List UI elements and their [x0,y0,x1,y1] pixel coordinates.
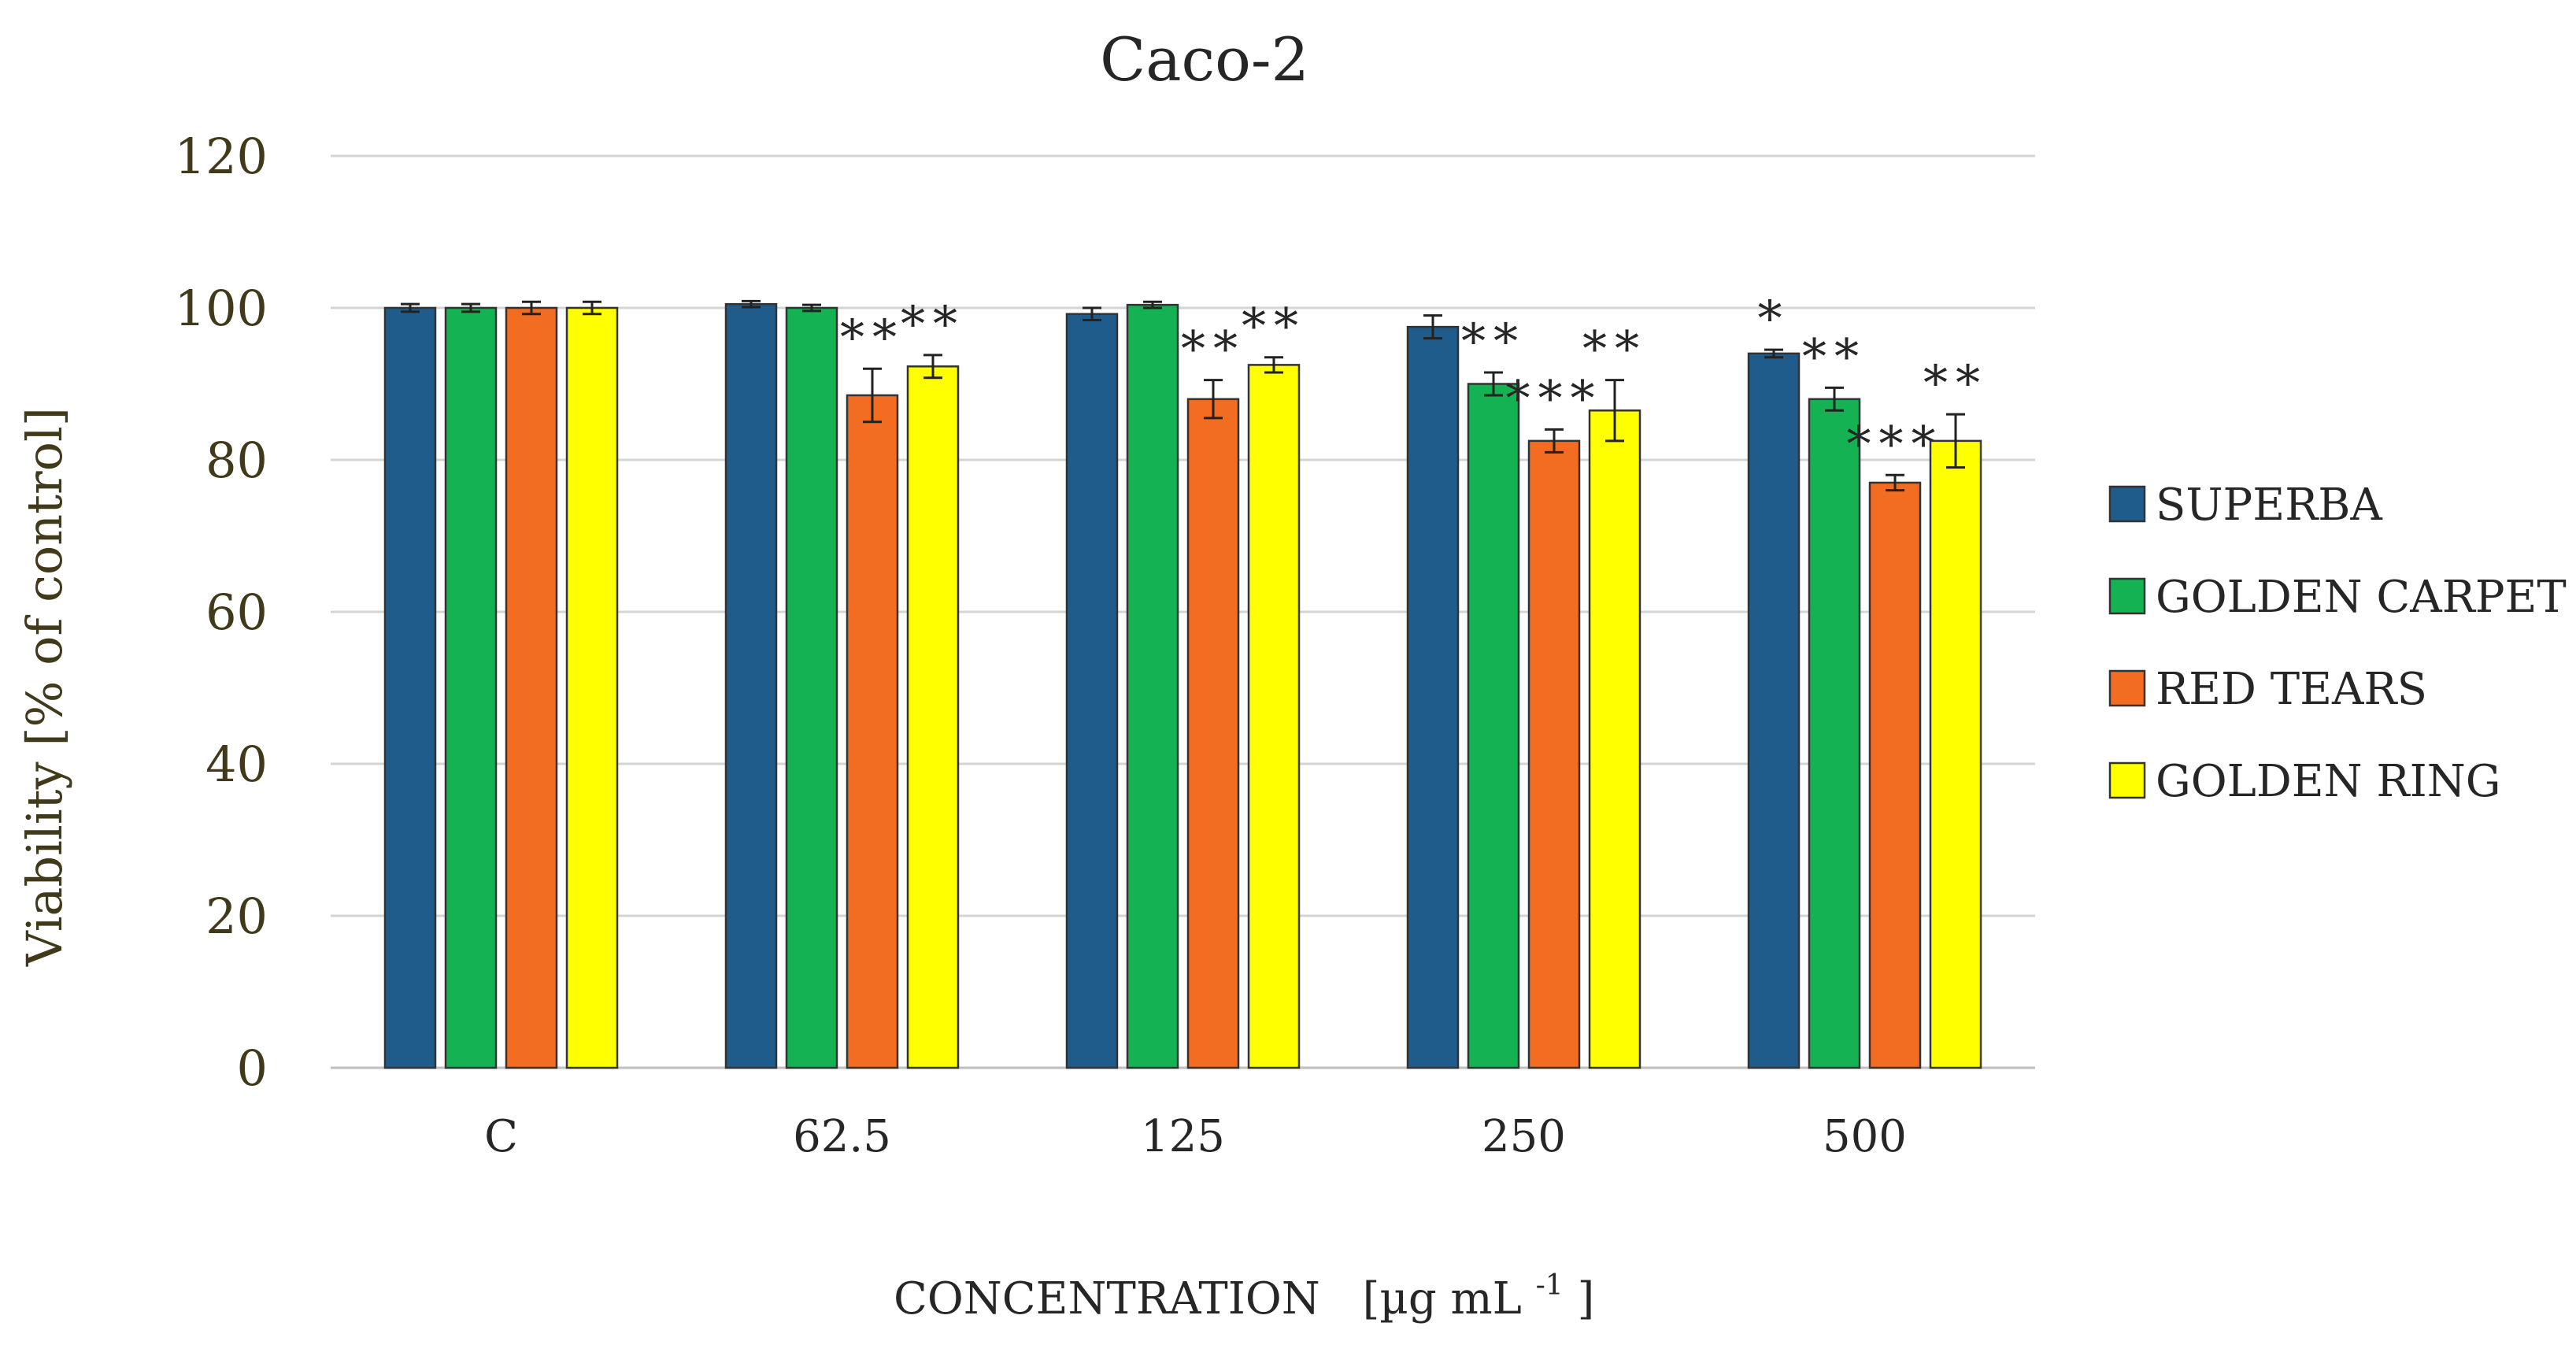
y-tick-label: 40 [205,735,268,793]
significance-stars: ** [840,309,905,366]
bar [846,394,899,1069]
bar [1406,325,1460,1069]
y-axis-label: Viability [% of control] [16,407,73,967]
legend-label: RED TEARS [2156,664,2427,715]
bar [505,306,558,1069]
y-tick-label: 60 [205,584,268,641]
bar-series: **** **** *************** [383,290,1988,1069]
bar [565,306,619,1069]
bar [1808,398,1861,1069]
x-tick-label: 125 [1141,1111,1225,1162]
bar [1186,398,1240,1069]
significance-stars: ** [1181,320,1245,378]
significance-stars: ** [1923,354,1988,412]
bar [724,302,778,1069]
y-tick-label: 80 [205,432,268,489]
significance-stars: * [1758,290,1790,347]
x-axis-label-unit-sup: -1 [1536,1269,1564,1302]
bar [1527,439,1581,1069]
bar [785,306,838,1069]
bar [1065,313,1119,1069]
bar [1929,439,1982,1069]
x-axis-label-unit: [µg mL [1363,1273,1522,1325]
x-tick-label: 250 [1482,1111,1566,1162]
legend-swatch [2108,485,2146,523]
legend-swatch [2108,761,2146,799]
significance-stars: *** [1506,369,1603,427]
x-axis-label: CONCENTRATION [µg mL -1 ] [894,1254,1594,1325]
y-tick-label: 20 [205,887,268,945]
legend-swatch [2108,577,2146,615]
bar [1868,481,1922,1069]
y-axis-ticks: 0 20 40 60 80 100 120 [175,128,268,1097]
significance-stars: ** [1802,328,1867,385]
x-axis-label-unit-close: ] [1577,1273,1594,1325]
x-tick-label: 500 [1823,1111,1907,1162]
y-tick-label: 100 [175,280,268,337]
chart-title: Caco-2 [1100,24,1309,94]
x-tick-label: C [484,1111,518,1162]
bar [1588,409,1641,1069]
y-tick-label: 0 [237,1039,268,1097]
legend-label: SUPERBA [2156,480,2382,531]
significance-stars: ** [901,295,965,353]
bar [1747,352,1801,1069]
significance-stars: *** [1847,415,1944,472]
x-axis-ticks: C 62.5 125 250 500 [484,1111,1907,1162]
bar [1467,383,1520,1069]
legend: SUPERBA GOLDEN CARPET RED TEARS GOLDEN RING [2108,480,2567,807]
x-tick-label: 62.5 [793,1111,891,1162]
x-axis-label-main: CONCENTRATION [894,1273,1320,1325]
bar [383,306,437,1069]
significance-stars: ** [1461,313,1526,370]
bar [1247,364,1301,1069]
bar [1126,303,1179,1069]
legend-label: GOLDEN CARPET [2156,572,2567,623]
significance-stars: ** [1582,320,1647,378]
y-tick-label: 120 [175,128,268,185]
bar [906,365,960,1069]
bar [444,306,498,1069]
significance-stars: ** [1242,298,1306,355]
legend-label: GOLDEN RING [2156,756,2500,807]
legend-swatch [2108,669,2146,707]
